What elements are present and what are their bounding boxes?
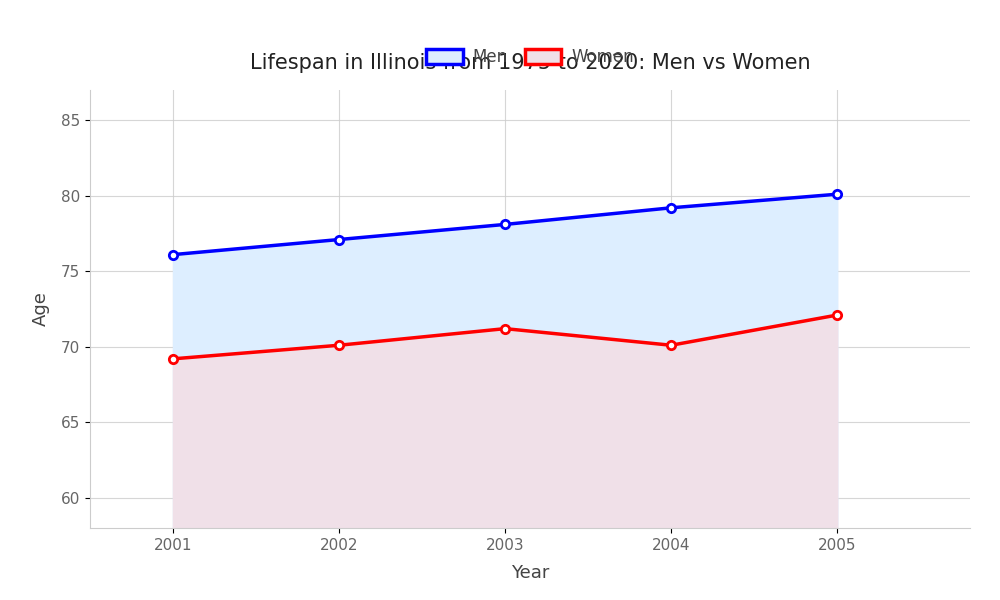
Legend: Men, Women: Men, Women <box>419 41 641 73</box>
X-axis label: Year: Year <box>511 564 549 582</box>
Title: Lifespan in Illinois from 1975 to 2020: Men vs Women: Lifespan in Illinois from 1975 to 2020: … <box>250 53 810 73</box>
Y-axis label: Age: Age <box>32 292 50 326</box>
